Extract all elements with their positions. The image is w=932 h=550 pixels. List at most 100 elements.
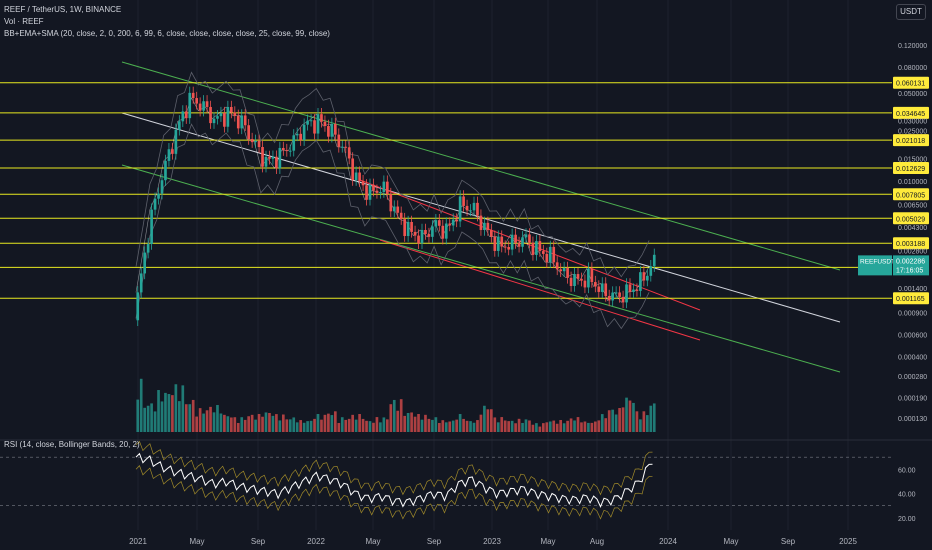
candle-body [181,111,185,122]
candle-body [566,267,569,278]
volume-bar [226,416,230,432]
volume-bar [136,399,140,432]
volume-bar [628,400,632,432]
volume-bar [555,423,559,432]
candle-body [469,210,472,212]
candle-body [427,234,431,237]
level-label: 0.001165 [896,296,925,303]
bb-lower [135,123,650,330]
volume-bar [299,420,302,432]
candle-body [632,289,635,292]
candle-body [576,274,580,279]
candle-body [313,120,316,134]
candle-body [587,268,590,288]
level-label-bg [893,76,929,89]
volume-bar [306,421,309,432]
volume-bar [410,412,413,432]
volume-bar [476,420,479,432]
volume-bar [205,410,209,432]
volume-bar [139,378,143,432]
candle-body [257,140,261,148]
volume-bar [434,417,438,432]
candle-body [275,156,278,169]
volume-bar [330,415,334,432]
candle-body [583,280,587,288]
price-axis: 0.120000 0.080000 0.050000 0.030000 0.025000… [858,43,929,423]
volume-bar [365,420,368,432]
candle-body [392,206,396,212]
level-label-bg [893,134,929,147]
volume-bar [292,417,296,432]
candle-body [614,292,618,294]
candle-body [594,282,597,287]
last-price-box [893,255,929,276]
rsi-line [135,452,653,508]
volume-bar [247,416,250,432]
candle-body [379,192,382,194]
candle-body [417,235,420,244]
candle-body [351,158,354,181]
time-label: 2024 [659,537,677,546]
candle-body [146,244,150,253]
volume-bar [490,409,493,432]
candle-body [157,193,160,199]
candle-body [337,134,341,147]
green-channel-lower [121,164,841,373]
candle-body [282,147,285,151]
volume-bar [573,420,576,432]
volume-bar [216,405,219,432]
candle-body [365,185,368,200]
candle-body [618,292,621,297]
candle-body [198,103,202,111]
volume-bar [236,422,240,432]
volume-bar [510,420,514,432]
candle-body [219,113,223,117]
price-tick: 0.000400 [898,355,927,362]
candle-body [559,269,562,272]
level-label-bg [893,237,929,250]
volume-bar [486,409,490,432]
candle-body [247,125,250,140]
candle-body [268,156,271,159]
last-price-symbol: REEFUSDT [860,258,895,265]
candle-body [542,251,545,254]
candle-body [535,241,538,255]
candle-body [573,274,576,287]
volume-bar [521,422,524,432]
volume-bar [448,421,452,432]
candle-body [399,212,403,220]
volume-bar [375,417,379,432]
candle-body [531,242,535,255]
candle-body [223,113,226,127]
volume-bar [420,419,424,432]
price-tick: 0.025000 [898,129,927,136]
candle-body [597,286,601,292]
rsi-tick: 60.00 [898,467,916,474]
candle-body [580,278,583,281]
rsi-tick: 20.00 [898,516,916,523]
volume-bar [590,422,594,432]
candle-body [486,222,490,231]
volume-bar [295,422,299,432]
candle-body [264,156,268,167]
candle-body [202,101,205,111]
candle-body [250,139,254,143]
candle-body [358,172,361,182]
volume-bar [184,404,188,432]
volume-bar [171,395,174,432]
volume-bar [583,421,587,432]
candle-body [600,283,604,292]
candle-body [458,196,462,222]
candle-body [507,246,510,250]
volume-bar [652,403,656,432]
volume-bar [309,420,313,432]
time-label: Sep [781,537,796,546]
volume-bar [379,422,382,432]
currency-button[interactable]: USDT [896,4,926,20]
volume-bar [243,419,247,432]
level-label-bg [893,106,929,119]
symbol-title: REEF / TetherUS, 1W, BINANCE [4,5,122,14]
volume-bar [223,414,226,432]
volume-bar [191,399,195,432]
